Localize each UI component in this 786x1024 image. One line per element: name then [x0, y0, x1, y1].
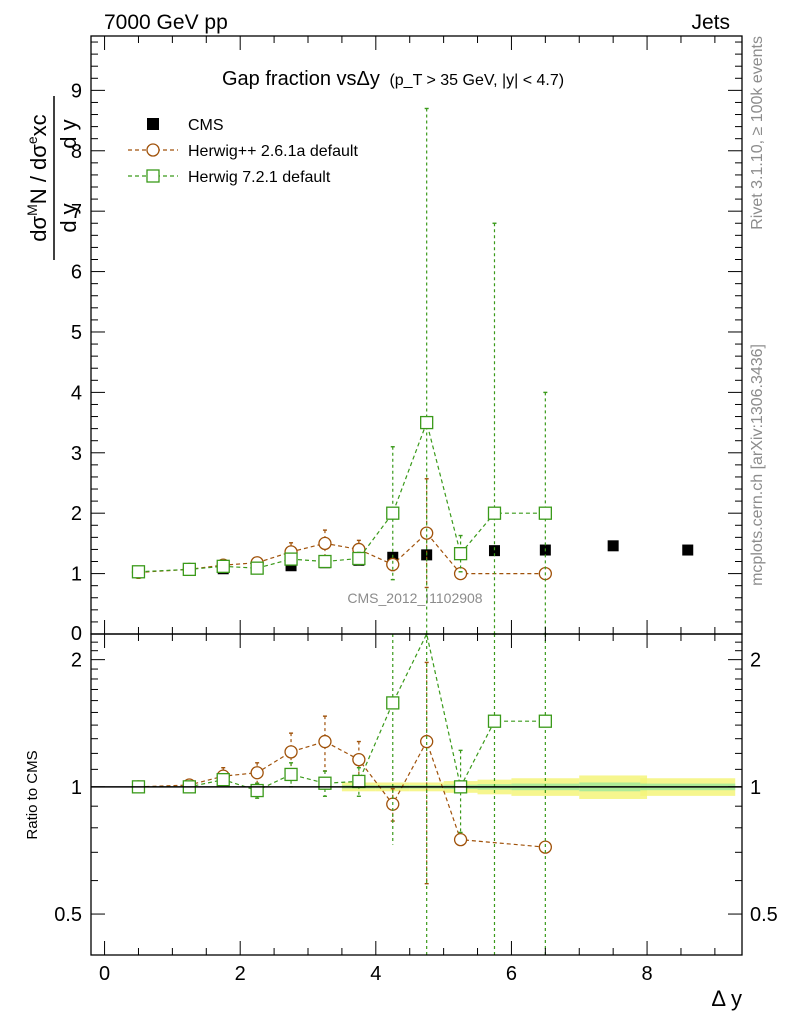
- svg-text:dσMN / dσexc: dσMN / dσexc: [24, 114, 51, 241]
- legend-label-herwig7: Herwig 7.2.1 default: [188, 169, 331, 186]
- herwig7-point: [131, 565, 146, 579]
- legend-marker-cms: [147, 118, 159, 130]
- title-cut: (p_T > 35 GeV, |y| < 4.7): [389, 72, 564, 89]
- y-tick-label: 9: [71, 80, 82, 102]
- x-axis-label: Δ y: [711, 986, 742, 1011]
- herwig7-ratio-point: [352, 774, 366, 789]
- y-tick-label: 3: [71, 443, 82, 465]
- x-tick-label: 0: [99, 963, 110, 985]
- herwig7-point: [216, 559, 230, 573]
- ylabel-xc: xc: [26, 114, 51, 136]
- herwig7-ratio-point: [386, 696, 400, 710]
- legend: CMS Herwig++ 2.6.1a default Herwig 7.2.1…: [128, 117, 358, 186]
- y-tick-label: 7: [71, 201, 82, 223]
- herwig7-point: [386, 506, 400, 520]
- y-tick-label: 4: [71, 382, 82, 404]
- herwigpp-point: [453, 566, 468, 581]
- chart-title: Gap fraction vsΔy (p_T > 35 GeV, |y| < 4…: [222, 68, 564, 90]
- ylabel-den-right: d y: [56, 119, 81, 148]
- herwig7-ratio-point: [284, 767, 298, 782]
- ylabel-dsigma-right: dσ: [26, 144, 51, 170]
- mcplots-label: mcplots.cern.ch [arXiv:1306.3436]: [749, 344, 766, 586]
- title-main: Gap fraction vs: [222, 68, 357, 90]
- herwig7-point: [284, 552, 298, 566]
- herwigpp-ratio-point: [284, 745, 298, 759]
- herwig7-point: [250, 561, 264, 575]
- ylabel-sup-left: M: [24, 204, 40, 216]
- ylabel-slash: /: [26, 175, 51, 182]
- header-right: Jets: [691, 11, 730, 34]
- x-tick-label: 4: [370, 963, 381, 985]
- x-tick-label: 2: [235, 963, 246, 985]
- cms-point: [682, 544, 694, 556]
- herwigpp-ratio-point: [538, 840, 552, 854]
- ratio-y-tick-label: 1: [71, 777, 82, 799]
- x-tick-label: 8: [642, 963, 653, 985]
- y-tick-label-zero: 0: [71, 623, 82, 645]
- rivet-label: Rivet 3.1.10, ≥ 100k events: [749, 36, 766, 230]
- herwig7-line: [138, 420, 546, 573]
- herwigpp-ratio-point: [318, 734, 332, 749]
- herwigpp-ratio-point: [420, 734, 434, 749]
- herwigpp-ratio-point: [250, 766, 264, 780]
- header-left: 7000 GeV pp: [104, 11, 228, 34]
- legend-marker-herwigpp: [146, 143, 160, 157]
- ratio-y-tick-label: 0.5: [54, 904, 82, 926]
- y-tick-label: 6: [71, 262, 82, 284]
- y-axis-label: dσMN / dσexc d y d y: [24, 96, 81, 260]
- ylabel-dsigma-left: dσ: [26, 215, 51, 241]
- title-var: Δy: [357, 68, 380, 90]
- herwigpp-ratio-point: [352, 752, 366, 767]
- herwig7-point: [487, 506, 502, 520]
- herwigpp-point: [420, 526, 434, 540]
- herwigpp-point: [386, 557, 400, 572]
- ylabel-den-left: d y: [56, 203, 81, 232]
- herwigpp-line: [138, 532, 546, 575]
- cms-point: [488, 545, 500, 557]
- cms-point: [607, 540, 619, 552]
- ylabel-sup-right: e: [24, 136, 40, 144]
- analysis-watermark: CMS_2012_I1102908: [347, 590, 482, 606]
- legend-label-cms: CMS: [188, 117, 224, 134]
- legend-label-herwigpp: Herwig++ 2.6.1a default: [188, 143, 358, 160]
- herwig7-ratio-point: [216, 773, 230, 787]
- herwigpp-point: [318, 536, 332, 551]
- herwigpp-ratio-point: [453, 832, 468, 847]
- ratio-plot-frame: [90, 633, 743, 956]
- ylabel-n: N: [26, 188, 51, 204]
- ratio-y-tick-label-right: 1: [750, 777, 761, 799]
- ratio-y-tick-label-right: 0.5: [750, 904, 778, 926]
- herwig7-point: [420, 415, 434, 430]
- ratio-y-label: Ratio to CMS: [24, 750, 41, 839]
- y-tick-label: 5: [71, 322, 82, 344]
- herwig7-point: [538, 506, 552, 520]
- herwigpp-ratio-line: [138, 740, 546, 848]
- herwig7-point: [453, 547, 468, 561]
- herwig7-point: [182, 562, 196, 577]
- herwig7-ratio-line: [138, 632, 546, 792]
- ratio-y-tick-label-right: 2: [750, 650, 761, 672]
- y-tick-label: 1: [71, 564, 82, 586]
- herwig7-point: [352, 551, 366, 566]
- herwig7-ratio-point: [538, 714, 552, 728]
- y-tick-label: 8: [71, 141, 82, 163]
- x-tick-label: 6: [506, 963, 517, 985]
- ratio-y-tick-label: 2: [71, 650, 82, 672]
- legend-marker-herwig7: [146, 169, 160, 183]
- herwig7-point: [318, 554, 332, 569]
- y-tick-label: 2: [71, 503, 82, 525]
- herwig7-ratio-point: [487, 714, 502, 728]
